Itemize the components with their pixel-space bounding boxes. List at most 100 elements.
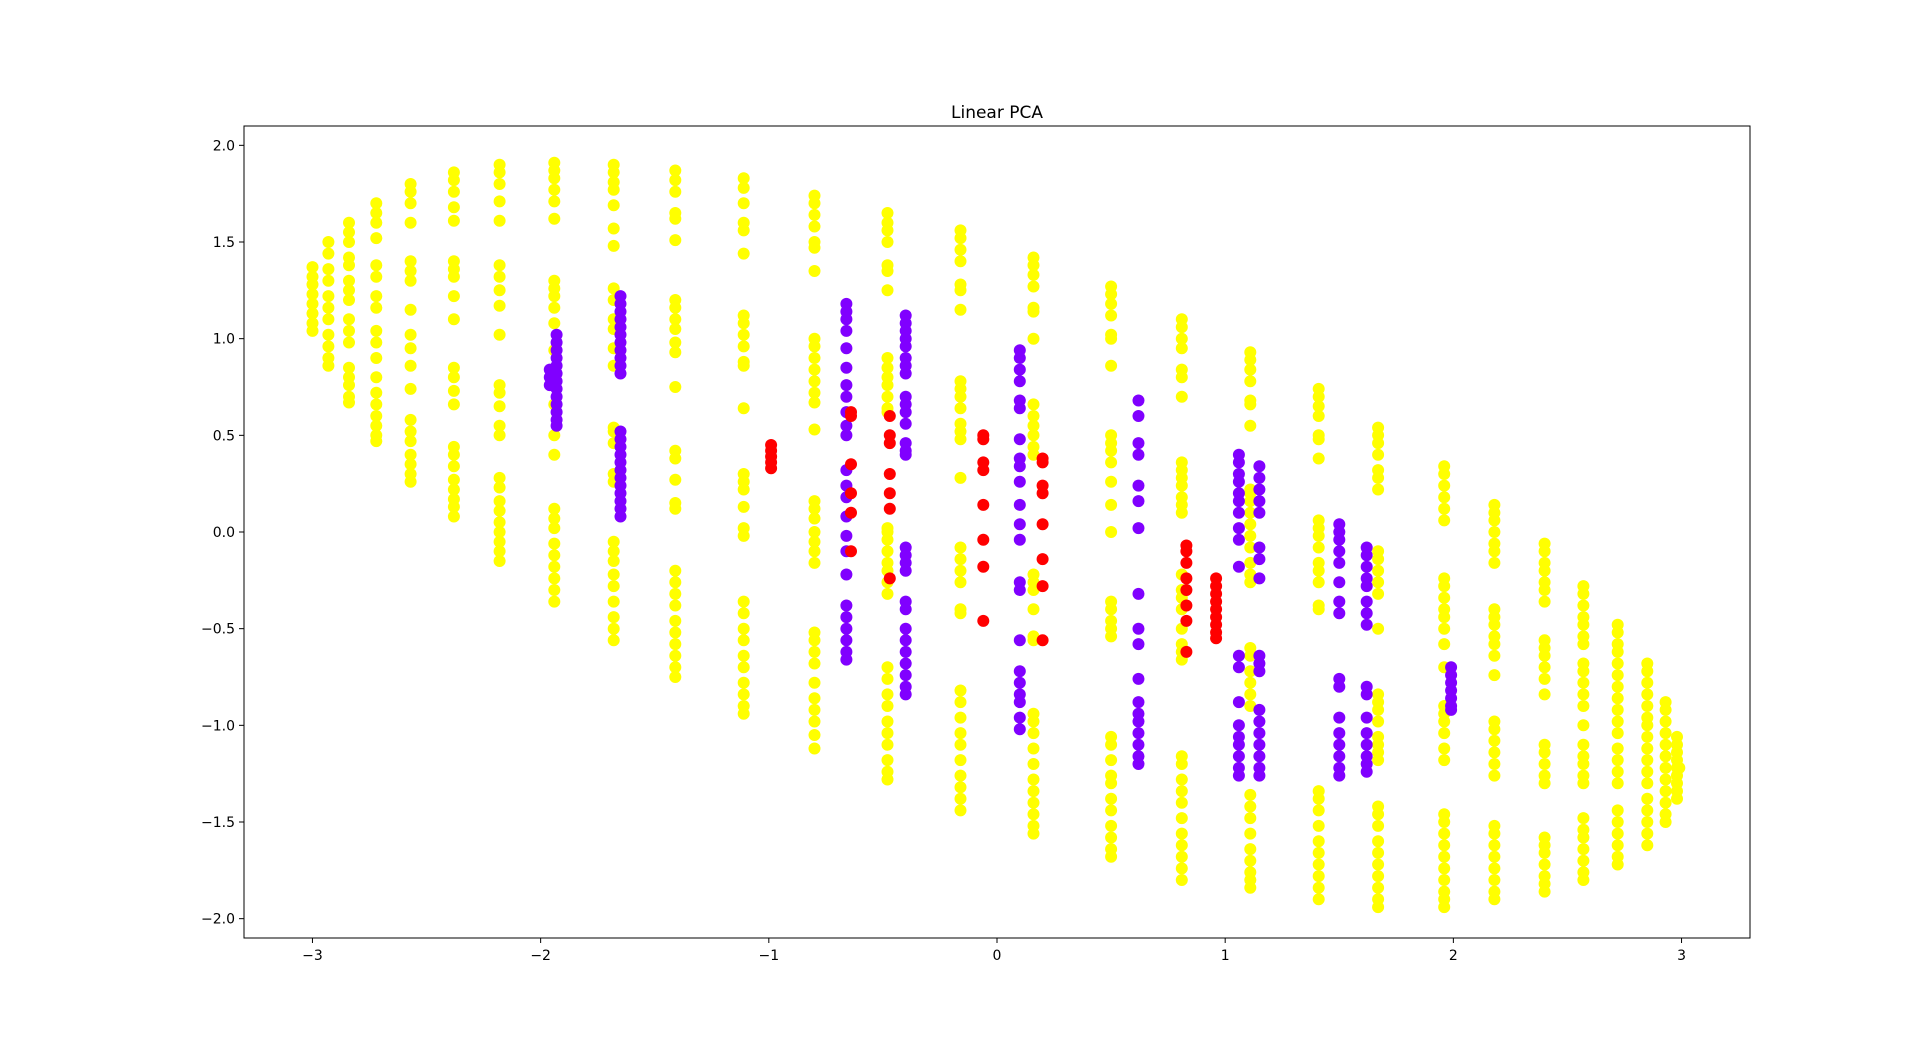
- data-point: [1013, 475, 1026, 488]
- data-point: [343, 324, 355, 337]
- data-point: [881, 715, 894, 728]
- data-point: [1253, 738, 1266, 751]
- data-point: [370, 398, 383, 411]
- data-point: [1611, 657, 1624, 670]
- data-point: [1244, 788, 1257, 801]
- data-point: [404, 265, 417, 277]
- data-point: [1105, 444, 1118, 457]
- data-point: [370, 270, 383, 283]
- data-point: [669, 564, 682, 577]
- data-point: [322, 340, 335, 353]
- data-point: [1175, 785, 1188, 798]
- data-point: [954, 284, 967, 297]
- data-point: [322, 359, 335, 372]
- data-point: [1027, 398, 1040, 411]
- data-point: [1132, 758, 1145, 770]
- data-point: [1312, 576, 1325, 589]
- data-point: [1577, 587, 1590, 600]
- data-point: [306, 288, 319, 301]
- data-point: [1132, 394, 1145, 407]
- data-point: [977, 533, 990, 546]
- data-point: [883, 502, 896, 515]
- data-point: [548, 317, 561, 330]
- data-point: [1488, 526, 1501, 538]
- data-point: [808, 692, 821, 705]
- data-point: [1013, 533, 1026, 546]
- data-point: [493, 299, 506, 312]
- data-point: [1036, 553, 1049, 566]
- data-point: [1488, 556, 1501, 569]
- data-point: [1641, 839, 1654, 852]
- data-point: [881, 773, 894, 786]
- data-point: [883, 437, 896, 450]
- data-point: [1577, 874, 1590, 886]
- data-point: [977, 560, 990, 573]
- data-point: [881, 533, 894, 546]
- data-point: [1027, 448, 1040, 461]
- data-point: [343, 379, 355, 392]
- data-point: [737, 688, 750, 701]
- data-point: [1488, 669, 1501, 682]
- data-point: [1372, 819, 1385, 832]
- data-point: [737, 529, 750, 542]
- data-point: [899, 448, 912, 461]
- data-point: [1438, 638, 1451, 651]
- data-point: [881, 379, 894, 392]
- data-point: [883, 487, 896, 500]
- data-point: [1175, 827, 1188, 840]
- data-point: [343, 313, 355, 326]
- data-point: [1105, 288, 1118, 301]
- data-point: [548, 448, 561, 461]
- data-point: [1577, 665, 1590, 678]
- data-point: [954, 781, 967, 794]
- data-point: [322, 263, 335, 276]
- data-point: [1175, 758, 1188, 770]
- data-point: [881, 390, 894, 403]
- data-point: [1538, 885, 1551, 898]
- data-point: [1244, 812, 1257, 825]
- data-point: [1105, 526, 1118, 538]
- data-point: [808, 502, 821, 515]
- data-point: [1360, 765, 1373, 778]
- data-point: [370, 410, 383, 422]
- data-point: [1360, 607, 1373, 620]
- data-point: [1312, 410, 1325, 422]
- data-point: [1538, 545, 1551, 558]
- data-point: [808, 265, 821, 277]
- data-point: [322, 290, 335, 303]
- data-point: [1244, 506, 1257, 519]
- data-point: [1438, 742, 1451, 755]
- data-point: [493, 504, 506, 517]
- data-point: [954, 727, 967, 740]
- data-point: [1611, 669, 1624, 682]
- data-point: [899, 603, 912, 616]
- data-point: [1027, 419, 1040, 432]
- data-point: [1027, 773, 1040, 786]
- data-point: [1438, 611, 1451, 624]
- data-point: [548, 512, 561, 525]
- data-point: [1132, 522, 1145, 535]
- data-point: [370, 336, 383, 349]
- data-point: [306, 324, 319, 337]
- data-point: [669, 185, 682, 198]
- data-point: [1611, 742, 1624, 755]
- data-point: [343, 336, 355, 349]
- data-point: [493, 545, 506, 558]
- data-point: [1659, 715, 1672, 728]
- data-point: [370, 207, 383, 219]
- data-point: [669, 174, 682, 187]
- data-point: [808, 197, 821, 210]
- data-point: [669, 502, 682, 515]
- data-point: [1175, 390, 1188, 403]
- data-point: [493, 178, 506, 190]
- y-tick-label: 0.5: [213, 428, 235, 444]
- data-point: [1538, 661, 1551, 674]
- data-point: [493, 535, 506, 548]
- data-point: [1027, 808, 1040, 821]
- data-point: [1333, 556, 1346, 569]
- data-point: [1538, 758, 1551, 770]
- data-point: [899, 645, 912, 658]
- data-point: [1372, 576, 1385, 589]
- data-point: [1438, 591, 1451, 604]
